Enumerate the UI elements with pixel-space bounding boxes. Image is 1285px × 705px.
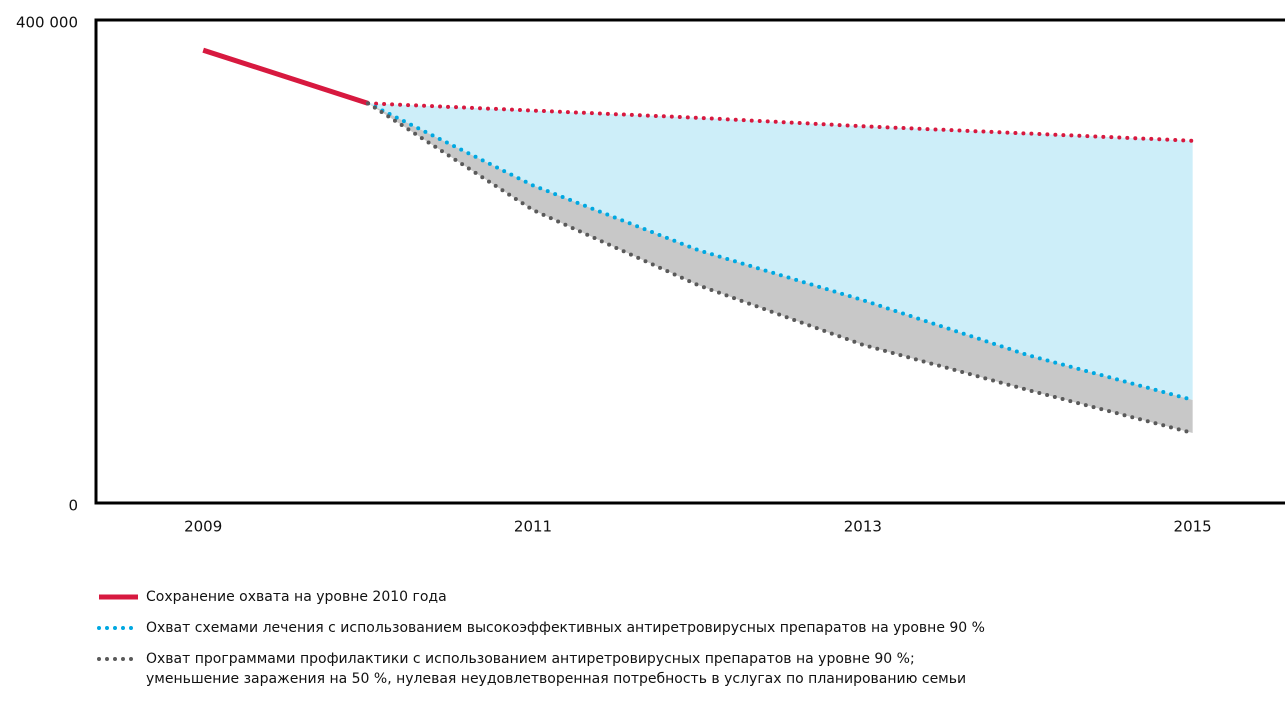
line-dotted	[366, 101, 1195, 143]
legend-item: Сохранение охвата на уровне 2010 года	[96, 589, 985, 607]
legend-label: Охват схемами лечения с использованием в…	[146, 620, 985, 636]
x-tick-label: 2013	[844, 518, 882, 536]
x-tick-label: 2011	[514, 518, 552, 536]
legend-item: Охват программами профилактики с использ…	[96, 651, 985, 689]
axis-frame	[94, 18, 1285, 505]
x-tick-label: 2015	[1174, 518, 1212, 536]
x-tick-label: 2009	[184, 518, 222, 536]
y-tick-label: 0	[68, 497, 78, 515]
chart: 0 400 000 2009 2011 2013 2015	[16, 14, 1285, 536]
y-tick-label: 400 000	[16, 14, 78, 32]
line-dotted	[366, 101, 1195, 402]
band-fill	[368, 103, 1193, 433]
legend-swatch	[99, 594, 138, 600]
legend: Сохранение охвата на уровне 2010 года Охв…	[96, 589, 985, 703]
legend-item: Охват схемами лечения с использованием в…	[96, 620, 985, 638]
legend-swatch	[97, 626, 140, 630]
line-solid	[202, 47, 369, 106]
legend-swatch	[97, 657, 140, 661]
line-dotted	[366, 101, 1195, 435]
legend-label: Сохранение охвата на уровне 2010 года	[146, 589, 447, 605]
band-fill	[368, 103, 1193, 401]
legend-label: Охват программами профилактики с использ…	[146, 651, 967, 687]
